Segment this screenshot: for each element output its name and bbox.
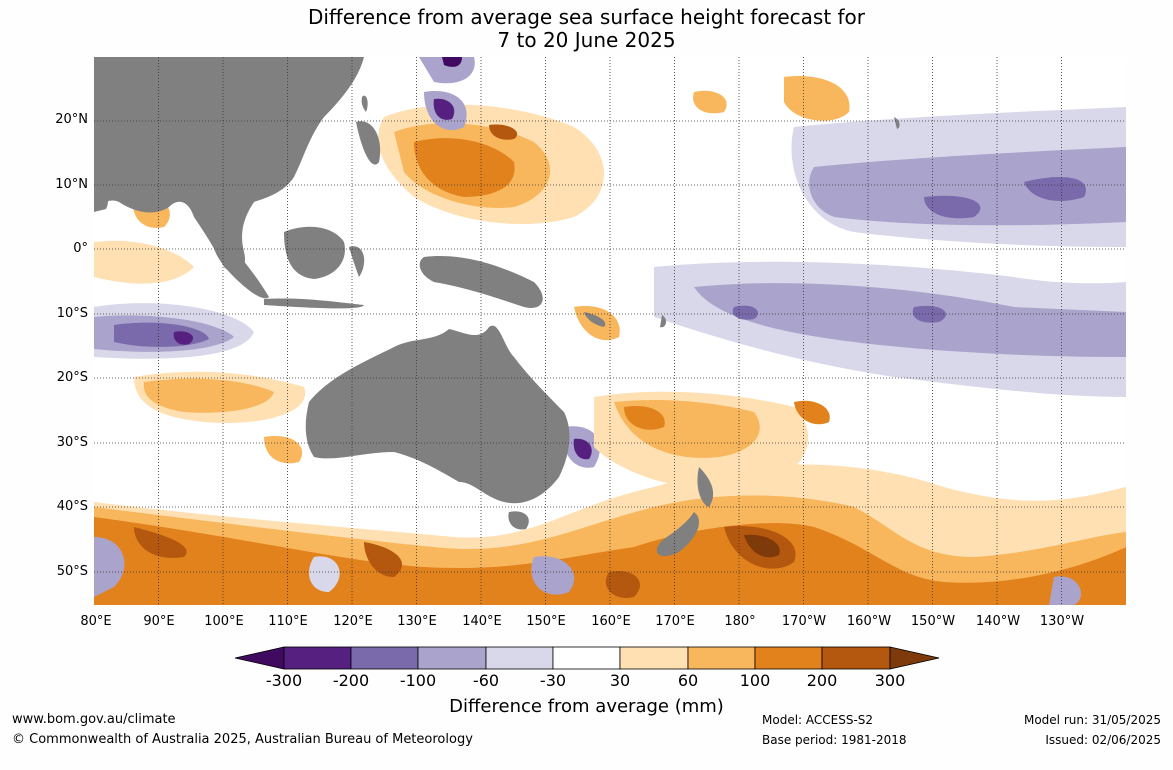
colorbar-bin: [350, 646, 419, 670]
colorbar-bin: [619, 646, 689, 670]
footer-url: www.bom.gov.au/climate: [12, 712, 176, 727]
lon-label-180: 180°: [724, 614, 756, 629]
colorbar-bin: [687, 646, 756, 670]
footer-copyright: © Commonwealth of Australia 2025, Austra…: [12, 732, 473, 747]
colorbar-bin: [821, 646, 891, 670]
map-title-line1: Difference from average sea surface heig…: [307, 5, 866, 29]
colorbar-label: -200: [332, 671, 370, 690]
lat-label-10s: 10°S: [56, 306, 88, 321]
footer-model-run: Model run: 31/05/2025: [1023, 713, 1161, 727]
lon-label-130e: 130°E: [397, 614, 437, 629]
colorbar-bin: [552, 646, 621, 670]
lat-label-30s: 30°S: [56, 435, 88, 450]
footer-base-period: Base period: 1981-2018: [762, 733, 907, 747]
colorbar: [234, 646, 940, 670]
colorbar-label: -30: [539, 671, 567, 690]
colorbar-label: -100: [399, 671, 437, 690]
lon-label-160w: 160°W: [846, 614, 892, 629]
colorbar-low-extend: [234, 646, 285, 670]
lon-label-150w: 150°W: [910, 614, 956, 629]
lon-label-110e: 110°E: [268, 614, 308, 629]
lon-label-160e: 160°E: [591, 614, 631, 629]
colorbar-title: Difference from average (mm): [449, 696, 724, 717]
lon-label-80e: 80°E: [80, 614, 112, 629]
lon-label-170w: 170°W: [781, 614, 827, 629]
map-title-line2: 7 to 20 June 2025: [497, 28, 676, 52]
colorbar-high-extend: [889, 646, 940, 670]
colorbar-label: 30: [609, 671, 631, 690]
lat-label-10n: 10°N: [55, 177, 88, 192]
colorbar-label: -60: [472, 671, 500, 690]
lon-label-90e: 90°E: [143, 614, 175, 629]
colorbar-bin: [283, 646, 352, 670]
colorbar-label: -300: [265, 671, 303, 690]
lat-label-20s: 20°S: [56, 370, 88, 385]
lat-label-20n: 20°N: [55, 112, 88, 127]
lon-label-140e: 140°E: [462, 614, 502, 629]
lon-label-120e: 120°E: [333, 614, 373, 629]
colorbar-label: 60: [677, 671, 699, 690]
lat-label-40s: 40°S: [56, 499, 88, 514]
lat-label-50s: 50°S: [56, 564, 88, 579]
lon-label-100e: 100°E: [204, 614, 244, 629]
lon-label-170e: 170°E: [655, 614, 695, 629]
colorbar-label: 200: [806, 671, 838, 690]
land-masses: [94, 57, 900, 557]
footer-issued: Issued: 02/06/2025: [1045, 733, 1161, 747]
lat-label-0: 0°: [73, 241, 88, 256]
colorbar-label: 100: [739, 671, 771, 690]
sea-surface-height-map: [94, 57, 1126, 605]
colorbar-bin: [754, 646, 823, 670]
colorbar-label: 300: [874, 671, 906, 690]
graticule: [94, 57, 1126, 605]
lon-label-140w: 140°W: [975, 614, 1021, 629]
lon-label-150e: 150°E: [526, 614, 566, 629]
footer-model: Model: ACCESS-S2: [762, 713, 874, 727]
lon-label-130w: 130°W: [1039, 614, 1085, 629]
colorbar-bin: [485, 646, 554, 670]
colorbar-bin: [417, 646, 487, 670]
